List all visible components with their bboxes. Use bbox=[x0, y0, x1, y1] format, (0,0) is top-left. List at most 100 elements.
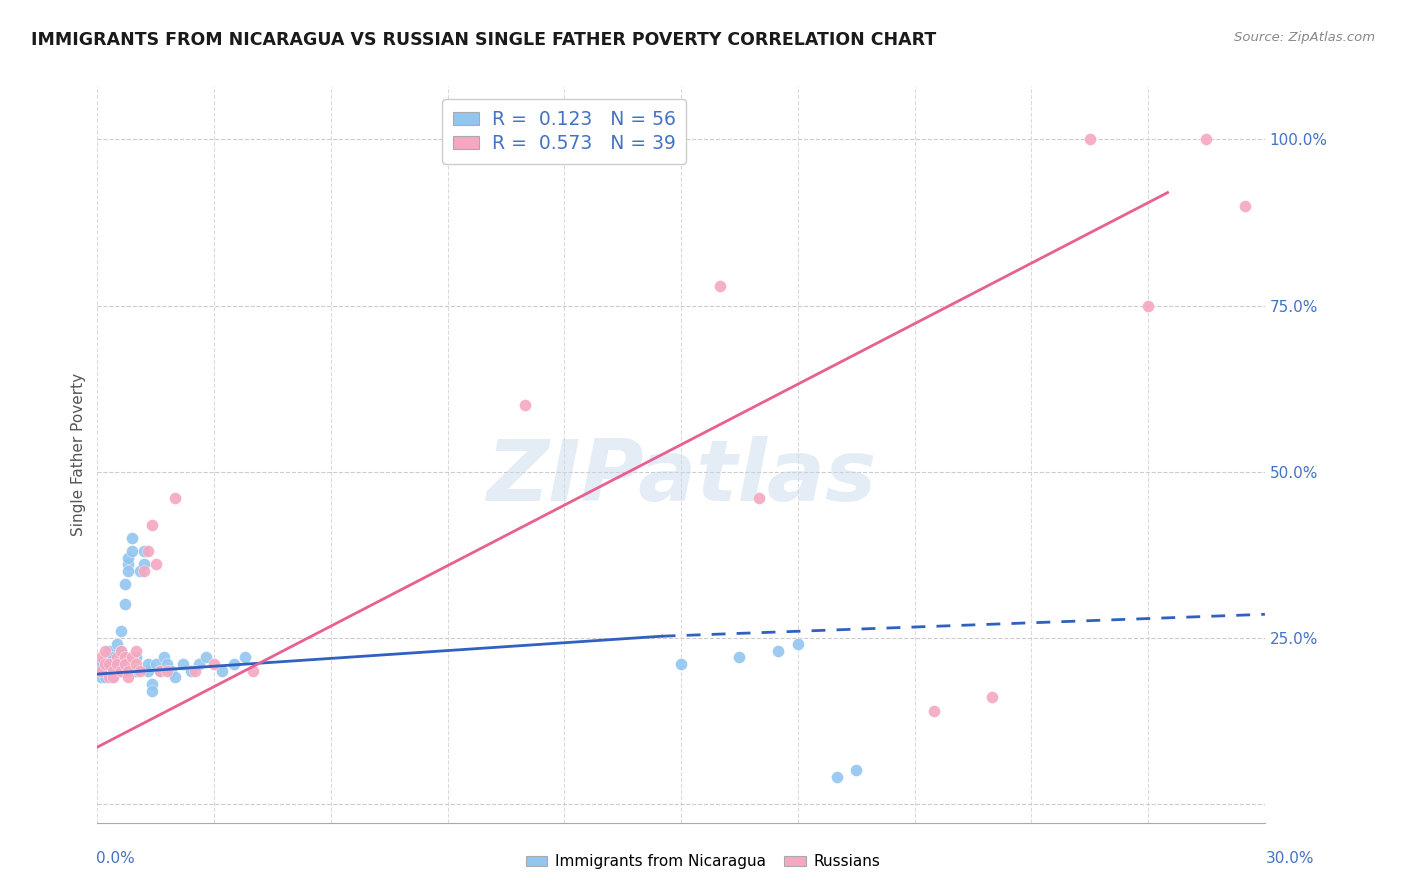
Point bbox=[94, 670, 117, 684]
Legend: R =  0.123   N = 56, R =  0.573   N = 39: R = 0.123 N = 56, R = 0.573 N = 39 bbox=[443, 99, 686, 163]
Point bbox=[211, 664, 233, 678]
Point bbox=[94, 657, 117, 672]
Point bbox=[132, 564, 155, 578]
Legend: Immigrants from Nicaragua, Russians: Immigrants from Nicaragua, Russians bbox=[520, 848, 886, 875]
Point bbox=[165, 491, 187, 505]
Point bbox=[90, 650, 112, 665]
Point bbox=[98, 657, 121, 672]
Point bbox=[105, 657, 128, 672]
Point bbox=[114, 598, 136, 612]
Text: IMMIGRANTS FROM NICARAGUA VS RUSSIAN SINGLE FATHER POVERTY CORRELATION CHART: IMMIGRANTS FROM NICARAGUA VS RUSSIAN SIN… bbox=[31, 31, 936, 49]
Point bbox=[98, 664, 121, 678]
Point bbox=[121, 531, 143, 545]
Point bbox=[121, 650, 143, 665]
Point bbox=[121, 544, 143, 558]
Point bbox=[728, 650, 751, 665]
Y-axis label: Single Father Poverty: Single Father Poverty bbox=[72, 374, 86, 536]
Point bbox=[149, 664, 172, 678]
Point bbox=[94, 650, 117, 665]
Text: 0.0%: 0.0% bbox=[96, 851, 135, 865]
Point bbox=[786, 637, 808, 651]
Point bbox=[145, 657, 167, 672]
Point bbox=[1234, 199, 1257, 213]
Point bbox=[105, 637, 128, 651]
Point bbox=[110, 644, 132, 658]
Point bbox=[110, 664, 132, 678]
Point bbox=[141, 677, 163, 691]
Point bbox=[117, 558, 139, 572]
Text: Source: ZipAtlas.com: Source: ZipAtlas.com bbox=[1234, 31, 1375, 45]
Point bbox=[709, 278, 731, 293]
Point bbox=[233, 650, 256, 665]
Point bbox=[110, 657, 132, 672]
Point bbox=[101, 664, 124, 678]
Point bbox=[101, 670, 124, 684]
Point bbox=[165, 670, 187, 684]
Point bbox=[90, 657, 112, 672]
Point bbox=[90, 664, 112, 678]
Point bbox=[105, 650, 128, 665]
Point bbox=[125, 650, 148, 665]
Point bbox=[156, 664, 179, 678]
Point bbox=[101, 650, 124, 665]
Point bbox=[94, 657, 117, 672]
Point bbox=[94, 644, 117, 658]
Point bbox=[1078, 132, 1101, 146]
Point bbox=[136, 544, 159, 558]
Point bbox=[222, 657, 245, 672]
Point bbox=[132, 558, 155, 572]
Point bbox=[152, 650, 174, 665]
Point bbox=[101, 664, 124, 678]
Point bbox=[172, 657, 194, 672]
Point bbox=[110, 644, 132, 658]
Point bbox=[145, 558, 167, 572]
Point bbox=[125, 657, 148, 672]
Point bbox=[187, 657, 209, 672]
Point bbox=[1137, 298, 1160, 312]
Point bbox=[117, 664, 139, 678]
Point bbox=[160, 664, 183, 678]
Point bbox=[90, 670, 112, 684]
Point bbox=[748, 491, 770, 505]
Point bbox=[156, 657, 179, 672]
Point bbox=[141, 683, 163, 698]
Point bbox=[98, 644, 121, 658]
Point bbox=[845, 764, 868, 778]
Point bbox=[117, 564, 139, 578]
Point bbox=[94, 664, 117, 678]
Point bbox=[136, 664, 159, 678]
Point bbox=[114, 577, 136, 591]
Point bbox=[136, 657, 159, 672]
Point bbox=[101, 670, 124, 684]
Point bbox=[202, 657, 225, 672]
Point bbox=[125, 644, 148, 658]
Point bbox=[114, 657, 136, 672]
Point bbox=[98, 670, 121, 684]
Point bbox=[114, 650, 136, 665]
Point bbox=[149, 664, 172, 678]
Point bbox=[105, 664, 128, 678]
Point bbox=[90, 664, 112, 678]
Point bbox=[98, 657, 121, 672]
Text: 30.0%: 30.0% bbox=[1267, 851, 1315, 865]
Point bbox=[981, 690, 1004, 705]
Point bbox=[110, 664, 132, 678]
Point bbox=[125, 664, 148, 678]
Point bbox=[117, 670, 139, 684]
Point bbox=[129, 664, 152, 678]
Point bbox=[132, 544, 155, 558]
Point bbox=[105, 657, 128, 672]
Point bbox=[515, 398, 537, 412]
Point bbox=[117, 550, 139, 565]
Point bbox=[183, 664, 205, 678]
Point bbox=[922, 704, 945, 718]
Point bbox=[98, 650, 121, 665]
Point bbox=[110, 624, 132, 638]
Point bbox=[129, 564, 152, 578]
Text: ZIPatlas: ZIPatlas bbox=[486, 435, 876, 518]
Point bbox=[141, 517, 163, 532]
Point bbox=[180, 664, 202, 678]
Point bbox=[195, 650, 218, 665]
Point bbox=[242, 664, 264, 678]
Point bbox=[825, 770, 848, 784]
